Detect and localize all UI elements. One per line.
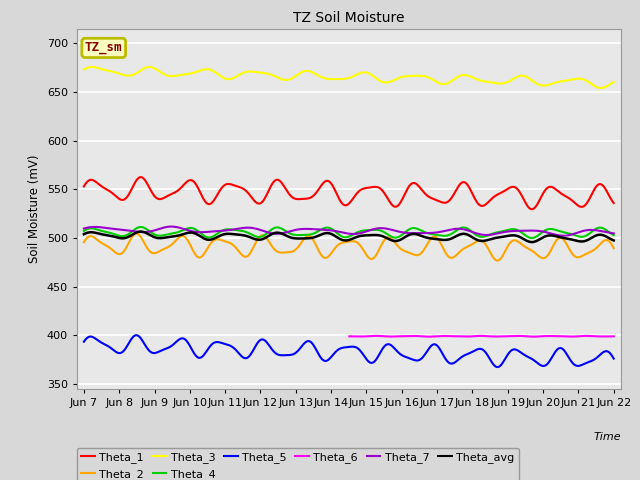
- Theta_7: [396, 229, 404, 235]
- Theta_3: [599, 85, 607, 91]
- Theta_avg: [528, 239, 536, 245]
- Theta_5: [368, 360, 376, 366]
- Theta_3: [610, 79, 618, 85]
- Text: Time: Time: [593, 432, 621, 442]
- Theta_6: [602, 334, 609, 339]
- Theta_1: [368, 184, 376, 190]
- Theta_7: [336, 229, 344, 235]
- Line: Theta_2: Theta_2: [84, 234, 614, 261]
- Theta_7: [610, 230, 618, 236]
- Theta_5: [333, 348, 340, 354]
- Theta_avg: [333, 234, 340, 240]
- Line: Theta_3: Theta_3: [84, 67, 614, 88]
- Theta_5: [610, 356, 618, 361]
- Theta_7: [333, 228, 340, 234]
- Theta_5: [396, 351, 404, 357]
- Theta_4: [368, 227, 376, 233]
- Theta_1: [515, 189, 523, 194]
- Theta_2: [396, 246, 404, 252]
- Theta_3: [368, 72, 376, 78]
- Theta_avg: [610, 238, 618, 243]
- Theta_2: [132, 231, 140, 237]
- Line: Theta_4: Theta_4: [84, 227, 614, 238]
- Theta_6: [500, 334, 508, 339]
- Theta_6: [610, 334, 618, 339]
- Theta_3: [396, 74, 404, 80]
- Theta_4: [515, 228, 523, 234]
- Theta_1: [610, 200, 618, 206]
- Theta_1: [80, 183, 88, 189]
- Theta_4: [528, 235, 536, 241]
- Theta_1: [138, 174, 145, 180]
- Theta_6: [346, 334, 353, 339]
- Theta_avg: [368, 232, 376, 238]
- Theta_6: [389, 334, 397, 339]
- Line: Theta_5: Theta_5: [84, 335, 614, 367]
- Theta_4: [138, 224, 145, 230]
- Theta_1: [528, 206, 536, 212]
- Theta_4: [610, 232, 618, 238]
- Theta_5: [516, 349, 524, 355]
- Theta_avg: [599, 232, 607, 238]
- Theta_4: [336, 232, 344, 238]
- Theta_6: [425, 334, 433, 339]
- Theta_1: [333, 191, 340, 197]
- Theta_1: [396, 200, 404, 205]
- Theta_2: [610, 245, 618, 251]
- Theta_7: [515, 228, 523, 234]
- Theta_2: [333, 243, 340, 249]
- Theta_2: [493, 258, 500, 264]
- Theta_6: [456, 334, 463, 339]
- Y-axis label: Soil Moisture (mV): Soil Moisture (mV): [28, 155, 41, 263]
- Theta_2: [368, 256, 376, 262]
- Theta_7: [599, 228, 607, 234]
- Theta_7: [167, 224, 175, 229]
- Theta_3: [336, 76, 344, 82]
- Theta_3: [80, 67, 88, 72]
- Theta_7: [560, 233, 568, 239]
- Theta_4: [80, 228, 88, 234]
- Text: TZ_sm: TZ_sm: [85, 41, 122, 54]
- Theta_2: [599, 239, 607, 244]
- Theta_avg: [336, 236, 344, 242]
- Theta_5: [493, 364, 500, 370]
- Theta_4: [333, 230, 340, 236]
- Theta_avg: [138, 228, 145, 234]
- Theta_5: [336, 346, 344, 352]
- Line: Theta_avg: Theta_avg: [84, 231, 614, 242]
- Theta_3: [146, 64, 154, 70]
- Theta_4: [599, 226, 607, 231]
- Theta_6: [452, 334, 460, 339]
- Theta_1: [336, 197, 344, 203]
- Theta_2: [336, 241, 344, 247]
- Theta_5: [80, 339, 88, 345]
- Theta_3: [333, 76, 340, 82]
- Theta_7: [368, 227, 376, 233]
- Theta_6: [531, 334, 538, 339]
- Legend: Theta_1, Theta_2, Theta_3, Theta_4, Theta_5, Theta_6, Theta_7, Theta_avg: Theta_1, Theta_2, Theta_3, Theta_4, Thet…: [77, 448, 518, 480]
- Title: TZ Soil Moisture: TZ Soil Moisture: [293, 11, 404, 25]
- Theta_avg: [515, 234, 523, 240]
- Line: Theta_1: Theta_1: [84, 177, 614, 209]
- Theta_5: [132, 332, 140, 338]
- Theta_avg: [80, 231, 88, 237]
- Theta_2: [516, 240, 524, 246]
- Theta_3: [597, 85, 605, 91]
- Theta_5: [599, 349, 607, 355]
- Theta_avg: [396, 237, 404, 243]
- Theta_2: [80, 240, 88, 245]
- Theta_7: [80, 226, 88, 231]
- Theta_4: [396, 233, 404, 239]
- Theta_6: [477, 333, 485, 339]
- Line: Theta_7: Theta_7: [84, 227, 614, 236]
- Theta_3: [515, 73, 523, 79]
- Theta_1: [599, 183, 607, 189]
